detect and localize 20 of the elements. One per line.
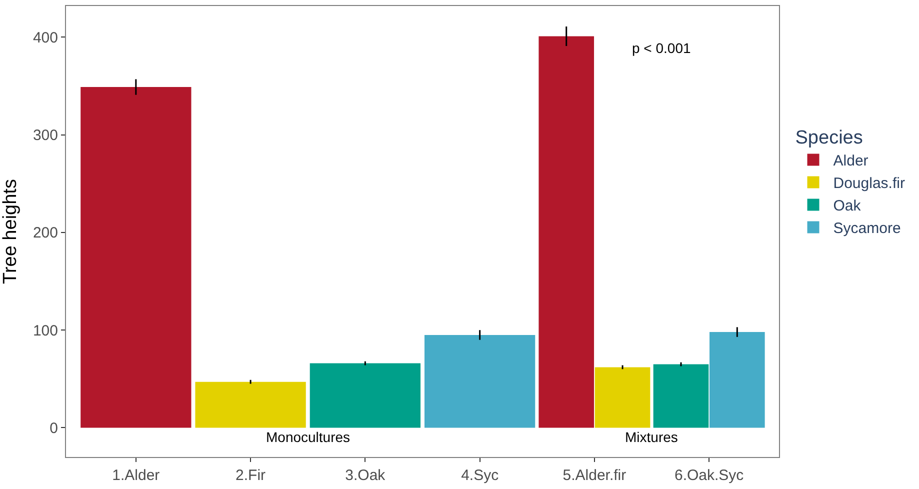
annotation: p < 0.001 (632, 40, 691, 56)
annotation: Mixtures (625, 429, 678, 445)
annotation: Monocultures (266, 429, 350, 445)
legend-label: Douglas.fir (833, 175, 905, 192)
x-tick-label: 5.Alder.fir (562, 467, 626, 484)
x-tick-label: 3.Oak (345, 467, 386, 484)
y-tick-label: 300 (32, 127, 58, 144)
x-tick-label: 1.Alder (112, 467, 160, 484)
legend-title: Species (795, 127, 863, 148)
y-tick-label: 200 (32, 224, 58, 242)
legend-label: Alder (833, 152, 868, 170)
y-tick-label: 100 (32, 322, 58, 340)
legend-label: Oak (833, 198, 862, 215)
y-axis-title: Tree heights (0, 179, 21, 284)
y-tick-label: 400 (32, 29, 58, 46)
y-tick-label: 0 (50, 420, 58, 437)
x-tick-label: 2.Fir (236, 467, 266, 484)
x-tick-label: 4.Syc (461, 467, 500, 484)
x-tick-label: 6.Oak.Syc (674, 467, 744, 484)
legend-label: Sycamore (833, 220, 901, 238)
